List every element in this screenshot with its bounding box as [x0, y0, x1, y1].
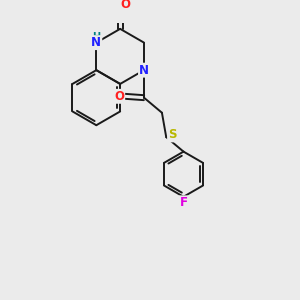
Text: S: S [168, 128, 176, 141]
Text: F: F [179, 196, 188, 209]
Text: N: N [139, 64, 149, 77]
Text: O: O [114, 90, 124, 103]
Text: N: N [91, 36, 101, 49]
Text: O: O [120, 0, 130, 11]
Text: H: H [92, 32, 101, 42]
